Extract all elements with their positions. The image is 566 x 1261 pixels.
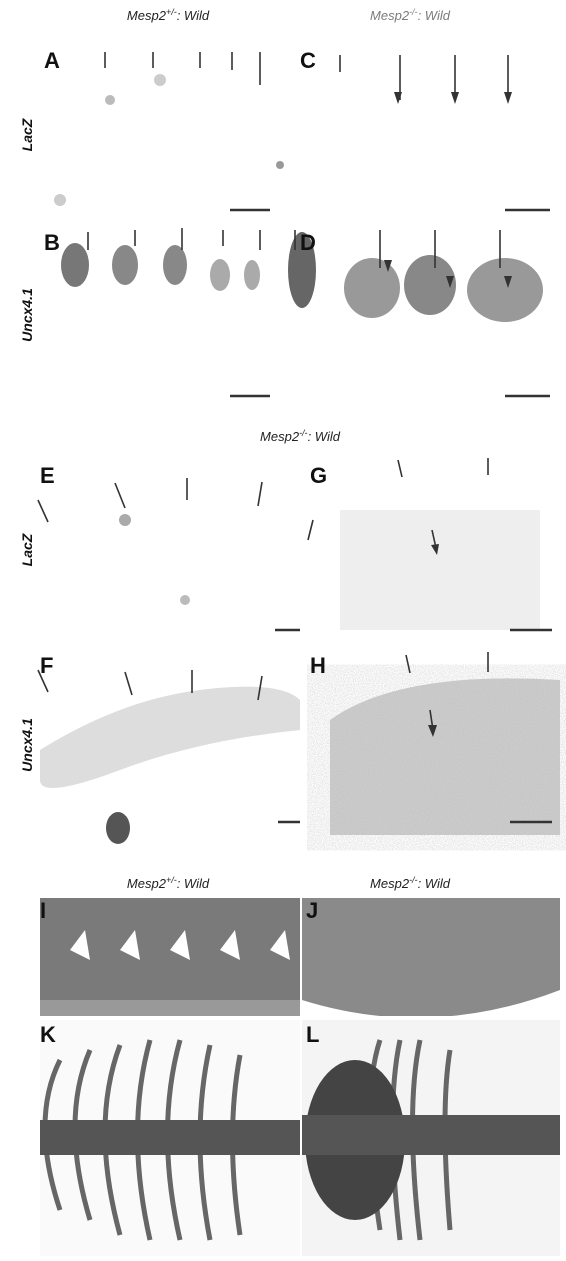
panel-image xyxy=(340,55,550,210)
figure: Mesp2+/-: Wild Mesp2-/-: Wild Mesp2-/-: … xyxy=(0,0,566,1261)
panel-letter: F xyxy=(40,653,53,678)
genotype: -/- xyxy=(409,7,418,17)
strain: : Wild xyxy=(177,876,210,891)
panel-image xyxy=(302,1020,560,1256)
strain: : Wild xyxy=(308,429,341,444)
gene: Mesp2 xyxy=(370,876,410,891)
panel-letter: A xyxy=(44,48,60,73)
genotype: +/- xyxy=(166,875,177,885)
row-label: Uncx4.1 xyxy=(19,288,35,342)
gene: Mesp2 xyxy=(260,429,300,444)
panel-image xyxy=(61,228,270,396)
panel-image xyxy=(302,898,560,1018)
strain: : Wild xyxy=(418,8,451,23)
panel-letter: K xyxy=(40,1022,56,1047)
strain: : Wild xyxy=(418,876,451,891)
panel-letter: L xyxy=(306,1022,319,1047)
panel-letter: B xyxy=(44,230,60,255)
header: Mesp2+/-: Wild xyxy=(127,7,210,23)
header: Mesp2-/-: Wild xyxy=(260,428,341,444)
panel-letter: C xyxy=(300,48,316,73)
row-label: LacZ xyxy=(19,533,35,566)
panel-image xyxy=(38,670,300,844)
panel-image xyxy=(38,478,313,630)
header: Mesp2+/-: Wild xyxy=(127,875,210,891)
panel-image xyxy=(340,458,552,630)
genotype: -/- xyxy=(409,875,418,885)
panel-image xyxy=(288,230,550,396)
gene: Mesp2 xyxy=(127,8,167,23)
panel-letter: J xyxy=(306,898,318,923)
panel-image xyxy=(40,1020,300,1256)
gene: Mesp2 xyxy=(127,876,167,891)
panel-image xyxy=(40,898,300,1016)
row-label: Uncx4.1 xyxy=(19,718,35,772)
header: Mesp2-/-: Wild xyxy=(370,7,451,23)
strain: : Wild xyxy=(177,8,210,23)
genotype: -/- xyxy=(299,428,308,438)
panel-letter: I xyxy=(40,898,46,923)
gene: Mesp2 xyxy=(370,8,410,23)
panel-image xyxy=(330,652,560,835)
panel-image xyxy=(54,52,284,210)
header: Mesp2-/-: Wild xyxy=(370,875,451,891)
row-label: LacZ xyxy=(19,118,35,151)
panel-letter: E xyxy=(40,463,55,488)
panel-letter: G xyxy=(310,463,327,488)
panel-letter: D xyxy=(300,230,316,255)
genotype: +/- xyxy=(166,7,177,17)
panel-letter: H xyxy=(310,653,326,678)
